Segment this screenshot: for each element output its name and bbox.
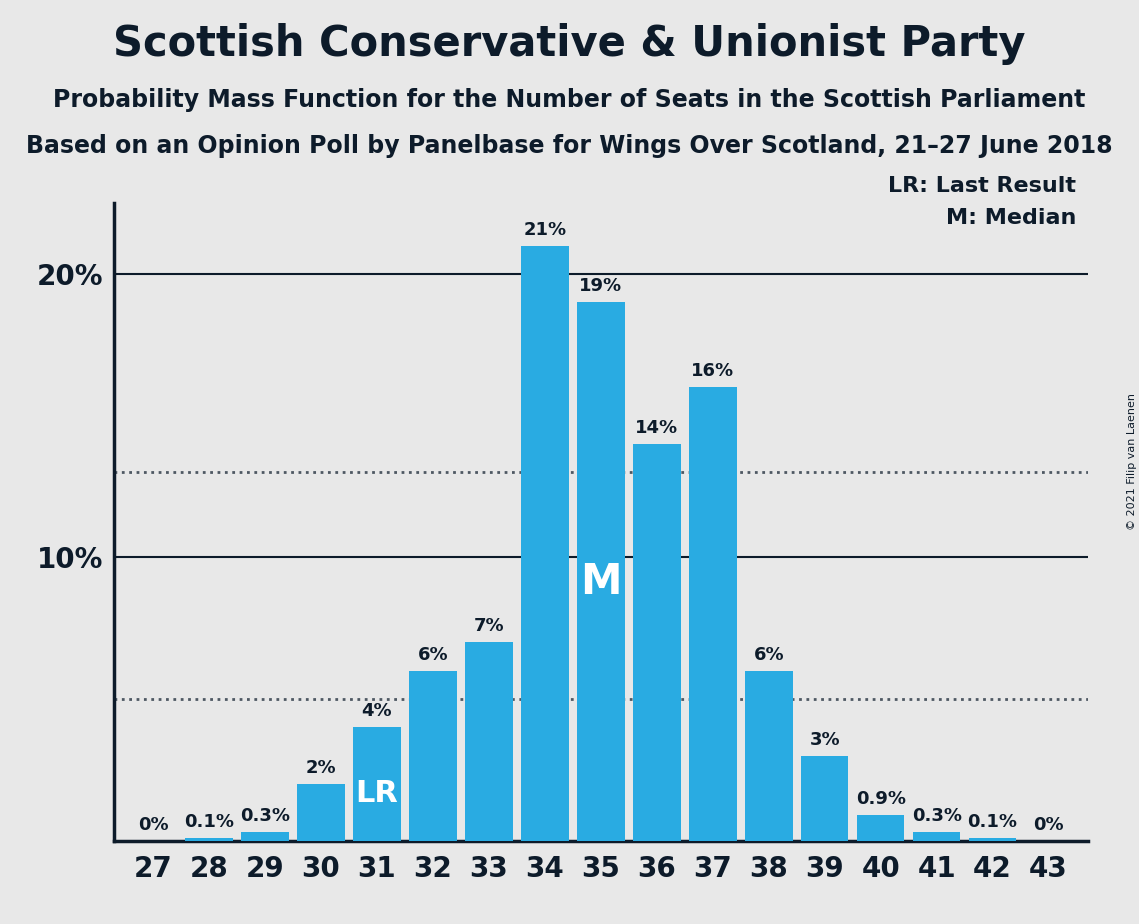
Bar <box>801 756 849 841</box>
Bar <box>409 671 457 841</box>
Bar <box>689 387 737 841</box>
Text: 0.1%: 0.1% <box>185 813 233 831</box>
Bar <box>745 671 793 841</box>
Bar <box>857 815 904 841</box>
Text: 4%: 4% <box>362 702 392 721</box>
Text: 2%: 2% <box>305 760 336 777</box>
Text: © 2021 Filip van Laenen: © 2021 Filip van Laenen <box>1126 394 1137 530</box>
Bar <box>912 833 960 841</box>
Text: 14%: 14% <box>636 419 679 437</box>
Text: 0.3%: 0.3% <box>911 808 961 825</box>
Text: 6%: 6% <box>418 646 449 663</box>
Text: 21%: 21% <box>523 221 566 238</box>
Text: 6%: 6% <box>753 646 784 663</box>
Bar <box>353 727 401 841</box>
Text: M: M <box>580 562 622 603</box>
Text: 0%: 0% <box>1033 816 1064 833</box>
Text: 3%: 3% <box>810 731 839 748</box>
Bar <box>633 444 681 841</box>
Text: 7%: 7% <box>474 617 505 636</box>
Text: Probability Mass Function for the Number of Seats in the Scottish Parliament: Probability Mass Function for the Number… <box>54 88 1085 112</box>
Text: 0%: 0% <box>138 816 169 833</box>
Text: 19%: 19% <box>580 277 622 296</box>
Text: Based on an Opinion Poll by Panelbase for Wings Over Scotland, 21–27 June 2018: Based on an Opinion Poll by Panelbase fo… <box>26 134 1113 158</box>
Text: LR: LR <box>355 779 399 808</box>
Bar <box>521 246 568 841</box>
Bar <box>297 784 345 841</box>
Text: 0.1%: 0.1% <box>968 813 1017 831</box>
Bar <box>241 833 289 841</box>
Text: Scottish Conservative & Unionist Party: Scottish Conservative & Unionist Party <box>113 23 1026 65</box>
Bar <box>577 302 624 841</box>
Bar <box>969 838 1016 841</box>
Bar <box>465 642 513 841</box>
Text: M: Median: M: Median <box>947 208 1076 228</box>
Text: 0.9%: 0.9% <box>855 790 906 808</box>
Bar <box>186 838 232 841</box>
Text: 0.3%: 0.3% <box>240 808 290 825</box>
Text: 16%: 16% <box>691 362 735 381</box>
Text: LR: Last Result: LR: Last Result <box>888 176 1076 196</box>
